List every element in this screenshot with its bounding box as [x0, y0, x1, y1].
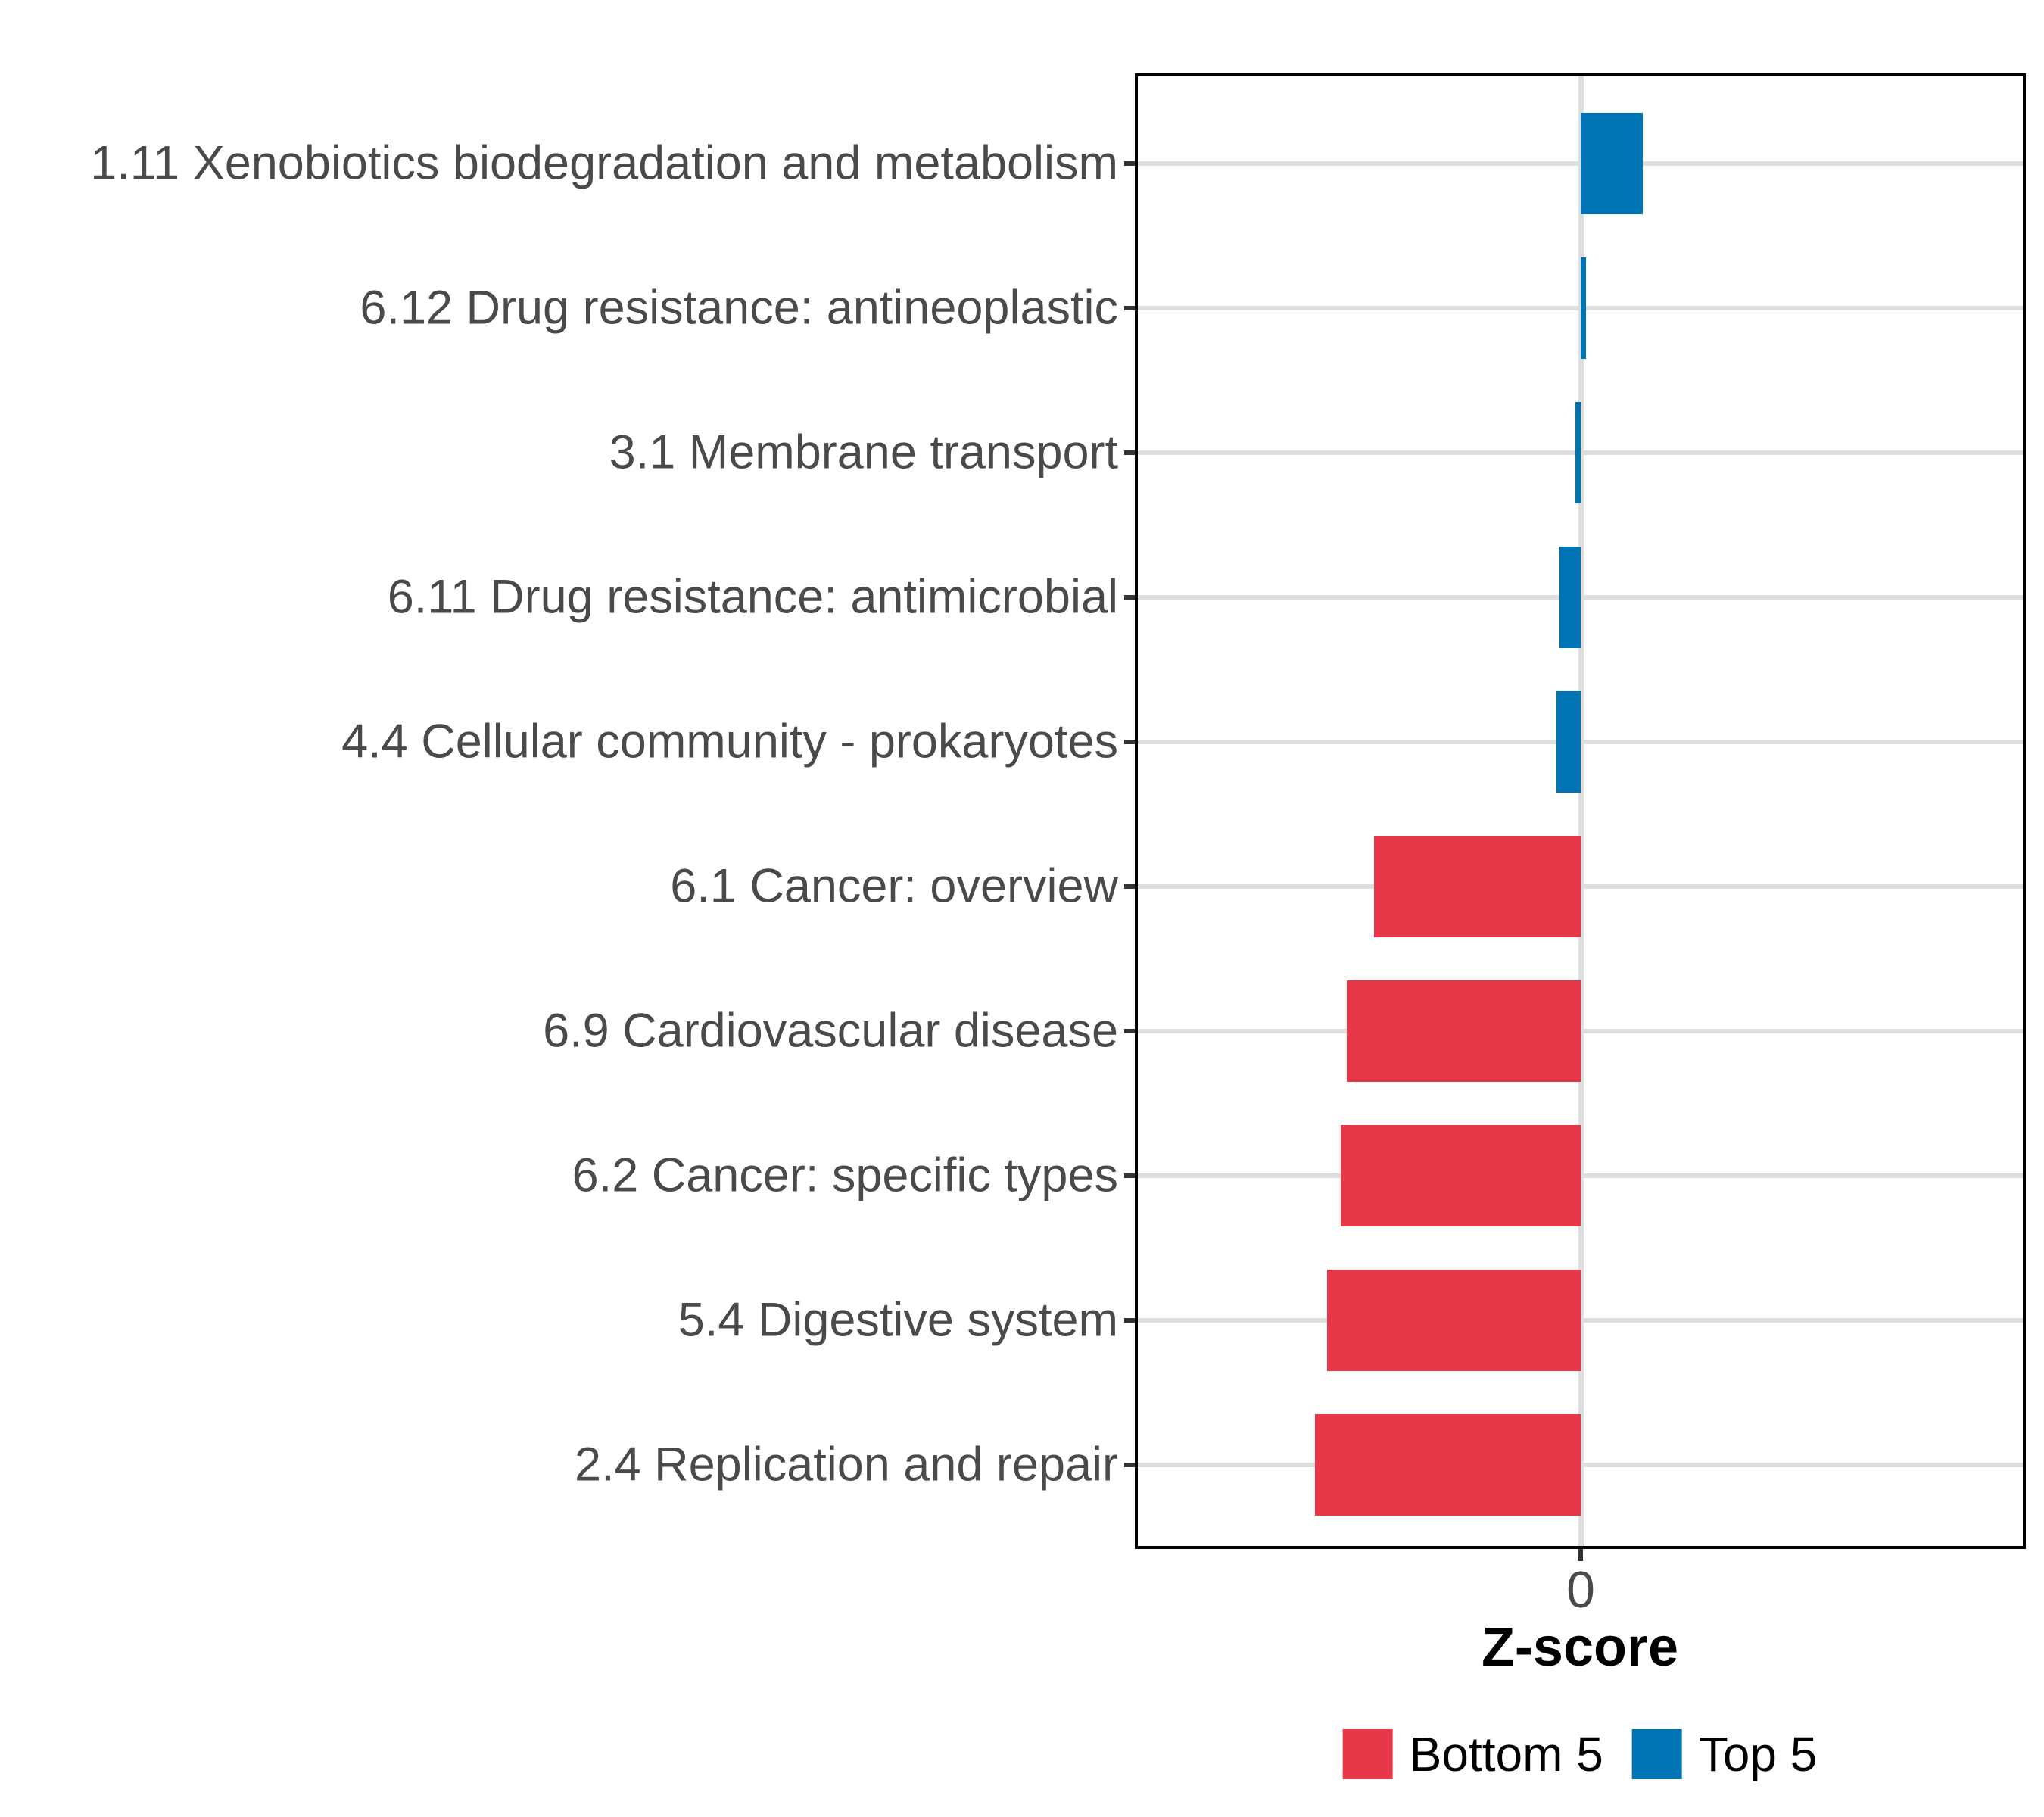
bar — [1556, 690, 1581, 793]
category-label: 5.4 Digestive system — [678, 1293, 1118, 1347]
bar — [1575, 401, 1581, 503]
y-axis-tick — [1124, 1317, 1135, 1323]
y-axis-tick — [1124, 1028, 1135, 1033]
y-axis-tick — [1124, 884, 1135, 889]
legend-swatch-bottom-5 — [1342, 1729, 1393, 1779]
legend-label-bottom-5: Bottom 5 — [1409, 1727, 1603, 1781]
category-label: 1.11 Xenobiotics biodegradation and meta… — [90, 136, 1118, 190]
y-axis-tick — [1124, 1462, 1135, 1467]
bar — [1347, 980, 1581, 1082]
category-label: 6.11 Drug resistance: antimicrobial — [387, 570, 1118, 624]
bar — [1581, 112, 1643, 214]
category-label: 6.9 Cardiovascular disease — [543, 1004, 1118, 1058]
bar — [1315, 1413, 1581, 1516]
y-axis-tick — [1124, 1173, 1135, 1178]
legend: Bottom 5 Top 5 — [1342, 1727, 1818, 1781]
bar — [1581, 257, 1586, 359]
category-label: 6.2 Cancer: specific types — [572, 1148, 1118, 1202]
category-label: 2.4 Replication and repair — [575, 1438, 1118, 1491]
y-axis-tick — [1124, 450, 1135, 455]
bar — [1341, 1124, 1581, 1226]
category-label: 4.4 Cellular community - prokaryotes — [341, 715, 1118, 768]
bar — [1559, 546, 1581, 648]
plot-panel — [1135, 73, 2026, 1549]
bar — [1374, 835, 1581, 937]
y-axis-tick — [1124, 594, 1135, 600]
y-axis-tick — [1124, 739, 1135, 744]
x-axis-tick-label: 0 — [1566, 1561, 1595, 1619]
x-axis-tick — [1578, 1549, 1583, 1561]
gridline-zero — [1578, 76, 1584, 1546]
category-label: 6.12 Drug resistance: antineoplastic — [360, 281, 1118, 335]
y-axis-tick — [1124, 161, 1135, 166]
legend-swatch-top-5 — [1631, 1729, 1682, 1779]
category-label: 6.1 Cancer: overview — [670, 859, 1118, 913]
legend-label-top-5: Top 5 — [1698, 1727, 1818, 1781]
category-label: 3.1 Membrane transport — [609, 425, 1118, 479]
y-axis-tick — [1124, 305, 1135, 310]
bar — [1327, 1269, 1581, 1371]
x-axis-title: Z-score — [1481, 1617, 1679, 1678]
